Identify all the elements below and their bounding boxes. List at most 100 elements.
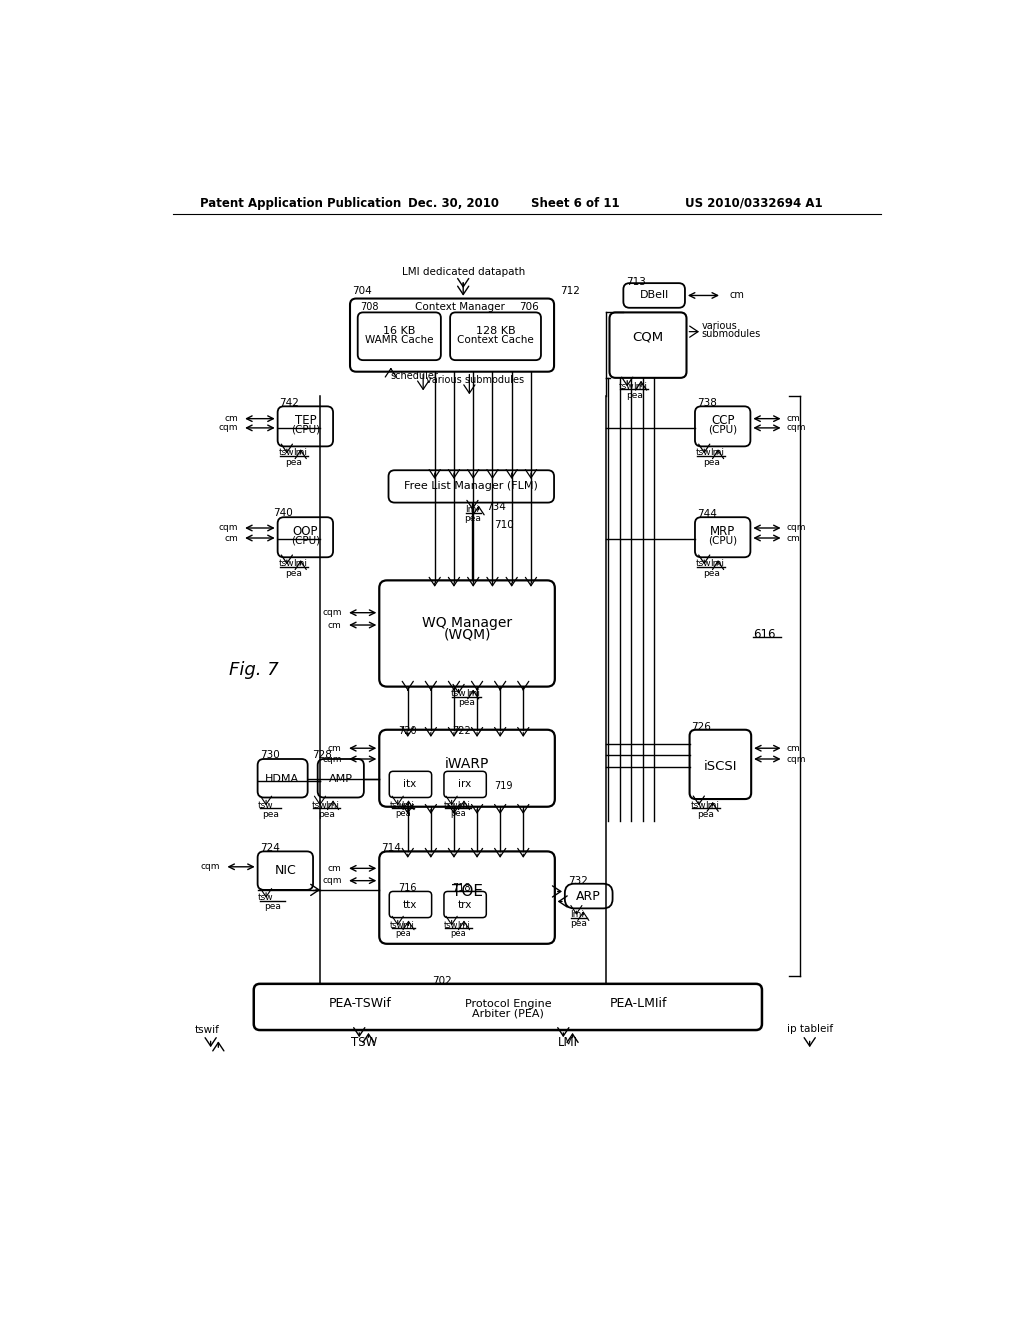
Text: lmi: lmi (457, 801, 470, 809)
Text: ttx: ttx (402, 899, 417, 909)
Text: 616: 616 (753, 628, 775, 640)
Text: pea: pea (395, 929, 411, 939)
Text: pea: pea (395, 809, 411, 818)
Text: tsw: tsw (451, 689, 466, 698)
Text: TEP: TEP (295, 413, 316, 426)
FancyBboxPatch shape (379, 851, 555, 944)
Text: lmi: lmi (401, 801, 414, 809)
Text: 710: 710 (494, 520, 514, 529)
FancyBboxPatch shape (444, 891, 486, 917)
FancyBboxPatch shape (695, 407, 751, 446)
Text: submodules: submodules (701, 329, 761, 339)
FancyBboxPatch shape (357, 313, 441, 360)
Text: cm: cm (786, 743, 801, 752)
Text: 708: 708 (360, 302, 379, 312)
Text: WAMR Cache: WAMR Cache (365, 335, 433, 345)
Text: pea: pea (570, 919, 587, 928)
Text: ARP: ARP (577, 890, 601, 903)
Text: (CPU): (CPU) (709, 425, 737, 434)
Text: cm: cm (328, 743, 342, 752)
FancyBboxPatch shape (379, 581, 555, 686)
Text: 732: 732 (568, 875, 588, 886)
Text: cqm: cqm (786, 524, 806, 532)
FancyBboxPatch shape (389, 891, 432, 917)
Text: lmi: lmi (633, 381, 647, 391)
Text: NIC: NIC (274, 865, 296, 878)
Text: cqm: cqm (201, 862, 220, 871)
Text: lmi: lmi (570, 909, 584, 919)
Text: 744: 744 (697, 510, 717, 519)
Text: lmi: lmi (711, 558, 724, 568)
Text: cm: cm (328, 863, 342, 873)
Text: Patent Application Publication: Patent Application Publication (200, 197, 401, 210)
Text: lmi: lmi (293, 558, 307, 568)
Text: Context Cache: Context Cache (457, 335, 534, 345)
Text: 718: 718 (453, 883, 471, 894)
Text: pea: pea (262, 810, 280, 818)
Text: lmi: lmi (401, 921, 414, 929)
Text: pea: pea (464, 515, 481, 523)
Text: cqm: cqm (786, 424, 806, 433)
Text: tsw: tsw (311, 801, 327, 809)
Text: (CPU): (CPU) (709, 536, 737, 545)
FancyBboxPatch shape (451, 313, 541, 360)
Text: Protocol Engine: Protocol Engine (465, 999, 551, 1008)
FancyBboxPatch shape (624, 284, 685, 308)
Text: trx: trx (458, 899, 472, 909)
FancyBboxPatch shape (609, 313, 686, 378)
Text: CQM: CQM (633, 330, 664, 343)
Text: 714: 714 (382, 843, 401, 853)
Text: pea: pea (626, 391, 643, 400)
Text: pea: pea (458, 698, 475, 708)
Text: Arbiter (PEA): Arbiter (PEA) (472, 1008, 544, 1018)
Text: iSCSI: iSCSI (703, 760, 737, 774)
FancyBboxPatch shape (695, 517, 751, 557)
Text: MRP: MRP (710, 524, 735, 537)
Text: 742: 742 (280, 399, 299, 408)
Text: cqm: cqm (322, 876, 342, 886)
Text: 704: 704 (352, 286, 372, 296)
Text: pea: pea (286, 458, 302, 467)
Text: various: various (701, 321, 737, 331)
Text: PEA-TSWif: PEA-TSWif (329, 998, 391, 1010)
Text: ip tableif: ip tableif (786, 1023, 833, 1034)
Text: 128 KB: 128 KB (476, 326, 515, 335)
Text: lmi: lmi (466, 506, 479, 513)
Text: LMI dedicated datapath: LMI dedicated datapath (401, 268, 525, 277)
Text: cm: cm (224, 533, 239, 543)
Text: 712: 712 (560, 286, 580, 296)
Text: 713: 713 (627, 277, 646, 286)
Text: lmi: lmi (466, 689, 480, 698)
Text: cqm: cqm (322, 755, 342, 763)
Text: PEA-LMIif: PEA-LMIif (610, 998, 668, 1010)
Text: tsw: tsw (257, 801, 273, 809)
Text: lmi: lmi (293, 447, 307, 457)
Text: tsw: tsw (279, 447, 294, 457)
Text: (CPU): (CPU) (291, 425, 319, 434)
Text: tsw: tsw (695, 558, 712, 568)
FancyBboxPatch shape (278, 407, 333, 446)
Text: cm: cm (730, 290, 744, 301)
Text: DBell: DBell (640, 290, 669, 301)
Text: cm: cm (786, 533, 801, 543)
Text: tsw: tsw (390, 921, 404, 929)
Text: Context Manager: Context Manager (416, 302, 505, 312)
Text: 728: 728 (312, 750, 333, 760)
Text: pea: pea (286, 569, 302, 578)
Text: pea: pea (451, 929, 467, 939)
Text: WQ Manager: WQ Manager (422, 616, 512, 631)
Text: cqm: cqm (219, 424, 239, 433)
Text: Fig. 7: Fig. 7 (229, 661, 279, 680)
Text: irx: irx (458, 779, 471, 789)
Text: HDMA: HDMA (265, 774, 299, 784)
FancyBboxPatch shape (258, 759, 307, 797)
Text: pea: pea (702, 569, 720, 578)
Text: cm: cm (328, 620, 342, 630)
Text: lmi: lmi (705, 801, 719, 809)
Text: 740: 740 (273, 508, 293, 517)
Text: itx: itx (403, 779, 417, 789)
Text: 16 KB: 16 KB (383, 326, 416, 335)
FancyBboxPatch shape (278, 517, 333, 557)
Text: tsw: tsw (443, 801, 458, 809)
Text: tsw: tsw (257, 894, 273, 902)
